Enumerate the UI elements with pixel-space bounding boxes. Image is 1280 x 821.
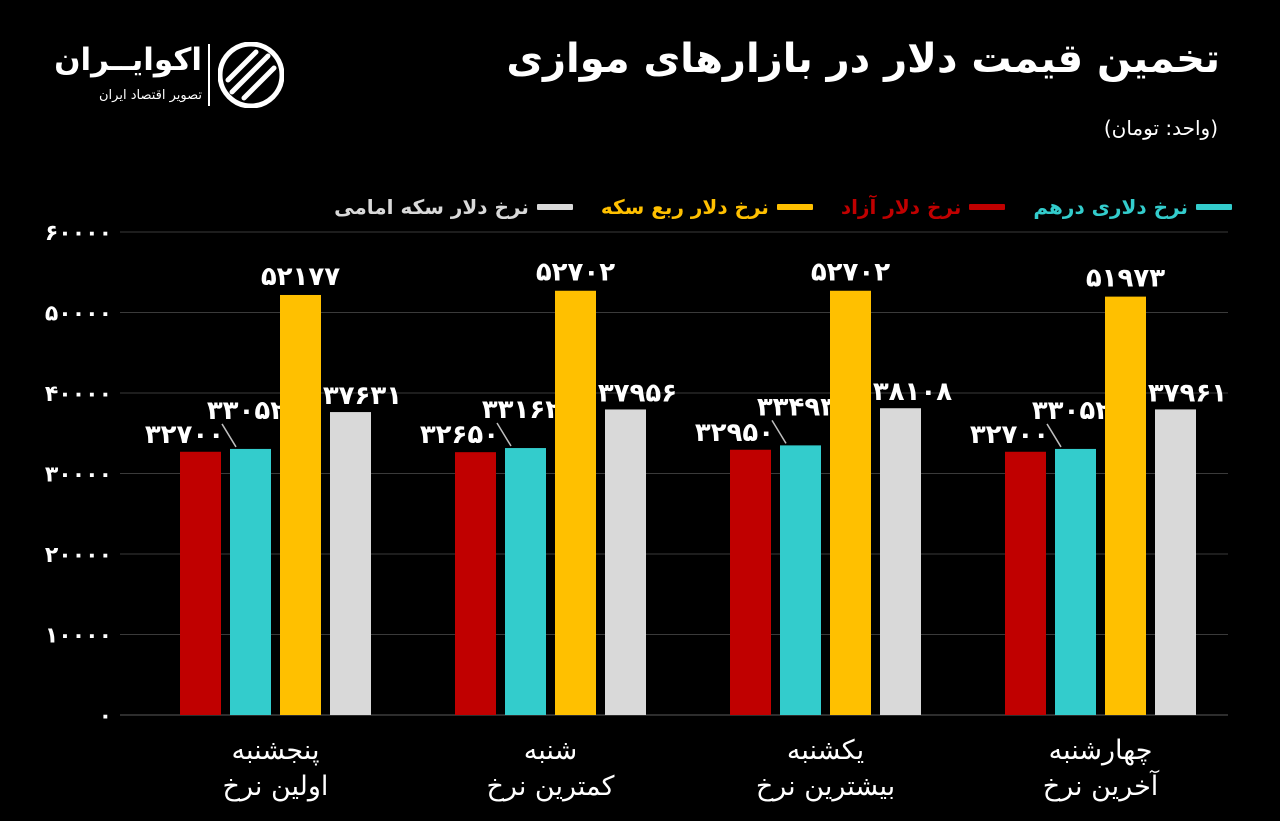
x-category-day: پنجشنبه	[231, 735, 320, 766]
data-label-leader	[221, 423, 237, 448]
data-label: ۳۷۶۳۱	[323, 381, 402, 411]
legend-swatch	[536, 204, 573, 210]
y-tick-label: ۶۰۰۰۰	[45, 221, 112, 246]
data-label: ۵۱۹۷۳	[1086, 264, 1165, 294]
x-category-rate-type: بیشترین نرخ	[755, 771, 896, 802]
data-label: ۳۲۷۰۰	[970, 420, 1049, 450]
bar	[330, 412, 371, 715]
chart-title: تخمین قیمت دلار در بازارهای موازی	[506, 36, 1220, 82]
data-label: ۳۸۱۰۸	[873, 377, 952, 407]
bar	[1105, 296, 1146, 715]
data-label: ۵۲۱۷۷	[261, 262, 340, 292]
x-category-label: یکشنبه بیشترین نرخ	[696, 733, 956, 805]
legend-swatch	[969, 204, 1006, 210]
data-label: ۳۲۶۵۰	[420, 420, 499, 450]
bar	[880, 408, 921, 715]
bar	[1155, 409, 1196, 715]
data-label-leader	[1046, 423, 1062, 448]
legend-label: نرخ دلار ربع سکه	[600, 195, 769, 219]
legend-swatch	[776, 204, 813, 210]
x-category-day: شنبه	[523, 735, 578, 766]
y-tick-label: ۳۰۰۰۰	[45, 463, 112, 488]
legend-item: نرخ دلار سکه امامی	[334, 195, 573, 219]
data-label: ۳۳۴۹۳	[757, 392, 836, 422]
x-category-day: چهارشنبه	[1048, 735, 1153, 766]
x-category-label: شنبه کمترین نرخ	[421, 733, 681, 805]
legend-item: نرخ دلاری درهم	[1033, 195, 1232, 219]
bar	[1005, 451, 1046, 715]
bar	[1055, 448, 1096, 715]
data-label: ۳۲۹۵۰	[695, 418, 774, 448]
data-label: ۳۳۰۵۲	[1032, 396, 1111, 426]
legend-item: نرخ دلار آزاد	[840, 195, 1006, 219]
y-tick-label: ۰	[99, 704, 112, 729]
x-category-rate-type: کمترین نرخ	[486, 771, 615, 802]
data-label: ۵۲۷۰۲	[536, 258, 615, 288]
x-category-day: یکشنبه	[786, 735, 865, 766]
bar	[230, 448, 271, 715]
bar	[780, 445, 821, 715]
data-label: ۳۷۹۶۱	[1148, 378, 1227, 408]
legend-label: نرخ دلاری درهم	[1033, 195, 1188, 219]
data-label: ۵۲۷۰۲	[811, 258, 890, 288]
unit-label: (واحد: تومان)	[1103, 116, 1218, 140]
logo-mark-icon	[218, 42, 284, 108]
y-tick-label: ۴۰۰۰۰	[45, 382, 112, 407]
data-label: ۳۳۱۶۲	[482, 395, 561, 425]
y-tick-label: ۱۰۰۰۰	[45, 624, 112, 649]
bar	[455, 452, 496, 715]
y-tick-label: ۵۰۰۰۰	[45, 302, 112, 327]
bar	[180, 451, 221, 715]
bar	[830, 290, 871, 715]
legend-label: نرخ دلار آزاد	[840, 195, 962, 219]
x-category-rate-type: اولین نرخ	[222, 771, 329, 802]
legend-item: نرخ دلار ربع سکه	[601, 195, 813, 219]
data-label: ۳۲۷۰۰	[145, 420, 224, 450]
data-label: ۳۷۹۵۶	[598, 378, 677, 408]
logo-name: اکوایــران	[54, 42, 202, 78]
x-category-label: چهارشنبه آخرین نرخ	[971, 733, 1231, 805]
data-label-leader	[771, 419, 787, 444]
legend: نرخ دلاری درهم نرخ دلار آزاد نرخ دلار ربع …	[334, 190, 1232, 224]
bar	[555, 290, 596, 715]
bar	[505, 448, 546, 715]
x-category-label: پنجشنبه اولین نرخ	[146, 733, 406, 805]
logo-subtitle: تصویر اقتصاد ایران	[99, 88, 202, 103]
y-tick-label: ۲۰۰۰۰	[45, 543, 112, 568]
bar	[730, 449, 771, 715]
data-label-leader	[496, 422, 512, 447]
data-label: ۳۳۰۵۲	[207, 396, 286, 426]
bar	[280, 294, 321, 715]
x-category-rate-type: آخرین نرخ	[1042, 771, 1159, 802]
legend-label: نرخ دلار سکه امامی	[334, 195, 529, 219]
logo-divider	[208, 44, 210, 106]
legend-swatch	[1196, 204, 1232, 210]
bar	[605, 409, 646, 715]
logo: اکوایــران تصویر اقتصاد ایران	[52, 40, 292, 110]
